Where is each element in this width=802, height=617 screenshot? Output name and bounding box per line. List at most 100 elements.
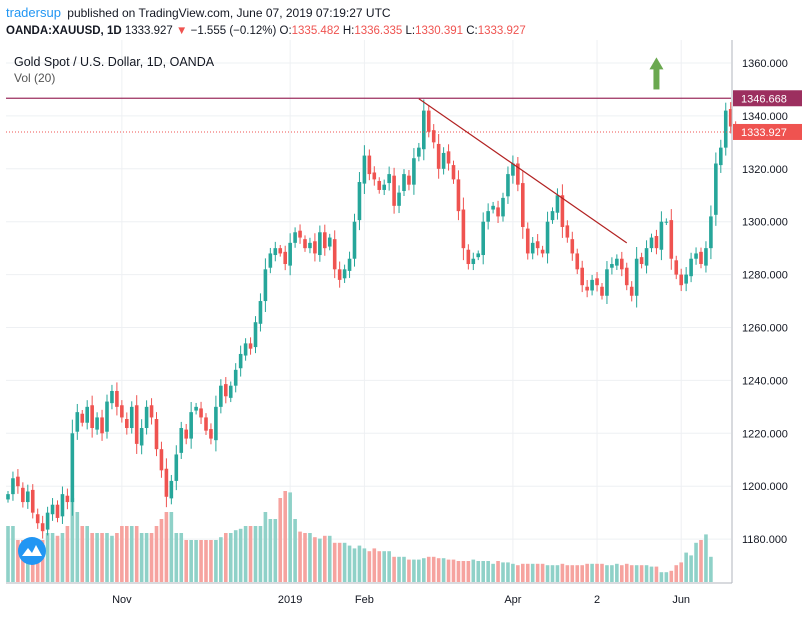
volume-bar [402,556,406,582]
candle-body [268,253,273,268]
volume-bar [80,526,85,582]
volume-bar [466,561,471,582]
y-tick-label: 1200.000 [742,481,788,493]
last-price-tag [733,123,802,140]
candle-body [139,428,144,446]
volume-bar [45,533,50,582]
candle-body [288,242,292,266]
volume-bar [288,492,292,582]
candle-body [6,494,10,500]
candle-body [555,195,560,213]
up-arrow-icon[interactable] [649,57,664,90]
time-axis[interactable]: Nov 2019 Feb Apr 2 Jun [112,594,690,606]
candle-body [11,478,15,495]
volume-bar [342,542,347,582]
volume-bar [590,563,594,582]
volume-bar [75,512,80,582]
candle-body [402,174,406,192]
candle-body [105,401,109,432]
volume-bar [664,572,669,582]
volume-bar [426,556,431,582]
volume-bar [620,565,624,582]
volume-label: Vol (20) [14,71,55,85]
volume-bar [605,565,609,582]
candle-body [194,406,198,411]
volume-bar [525,563,530,582]
candle-body [332,239,337,270]
volume-bar [684,552,688,582]
candle-body [530,242,535,254]
candle-body [372,172,377,180]
volume-bar [332,542,337,582]
volume-bar [521,563,525,582]
volume-bar [550,565,555,582]
candle-body [491,205,495,210]
candle-body [318,232,322,256]
candle-body [709,216,713,249]
candle-body [115,390,119,407]
y-tick-label: 1220.000 [742,428,788,440]
candle-body [209,429,213,439]
candle-body [26,491,30,503]
y-tick-label: 1340.000 [742,111,788,123]
candle-body [233,369,238,386]
volume-bar [214,540,218,582]
volume-bar [392,556,396,582]
resistance-tag-label: 1346.668 [741,93,787,105]
trend-line[interactable] [418,98,628,244]
volume-bar [417,559,421,582]
volume-bar [372,548,377,582]
candle-body [486,211,490,222]
volume-bar [679,562,683,582]
volume-bar [159,519,164,582]
volume-bar [100,533,104,582]
candle-body [639,257,644,265]
low-label: L: [405,25,416,37]
candle-body [585,286,589,291]
volume-bar [154,526,159,582]
volume-bar [248,526,253,582]
candle-body [243,343,248,356]
volume-bar [233,530,238,582]
volume-bar [258,526,263,582]
volume-bar [293,519,297,582]
volume-bar [347,545,352,582]
candle-body [293,232,297,243]
candles [6,99,738,539]
symbol-label[interactable]: OANDA:XAUUSD, 1D [6,25,122,37]
candle-body [590,279,594,291]
candle-body [634,258,639,296]
candle-body [377,180,382,190]
candle-body [382,184,386,190]
candle-body [298,230,302,238]
candle-body [565,225,570,238]
volume-bar [560,563,565,582]
volume-bar [496,561,500,582]
grid-lines [6,40,731,582]
candle-body [21,487,25,503]
volume-bar [283,491,287,582]
candle-body [664,221,669,223]
high-value: 1336.335 [354,25,403,37]
volume-bar [580,565,584,582]
volume-bar [709,556,713,582]
volume-bar [461,561,466,582]
candle-body [456,179,461,212]
volume-bar [219,537,223,582]
volume-bar [555,565,560,582]
candle-body [451,165,456,180]
candle-body [80,413,85,423]
volume-bar [105,533,109,582]
volume-bar [228,533,233,582]
price-chart[interactable]: 1360.000 1340.000 1320.000 1300.000 1280.000… [0,40,802,617]
candle-body [120,405,124,418]
volume-bar [194,540,198,582]
x-tick-label: Apr [504,594,521,606]
tradingview-logo-icon[interactable] [18,537,46,565]
candle-body [699,251,703,265]
price-axis[interactable]: 1360.000 1340.000 1320.000 1300.000 1280.000… [742,58,788,546]
author-name[interactable]: tradersup [6,5,61,20]
candle-body [550,211,555,221]
candle-body [689,258,693,277]
candle-body [110,390,114,404]
